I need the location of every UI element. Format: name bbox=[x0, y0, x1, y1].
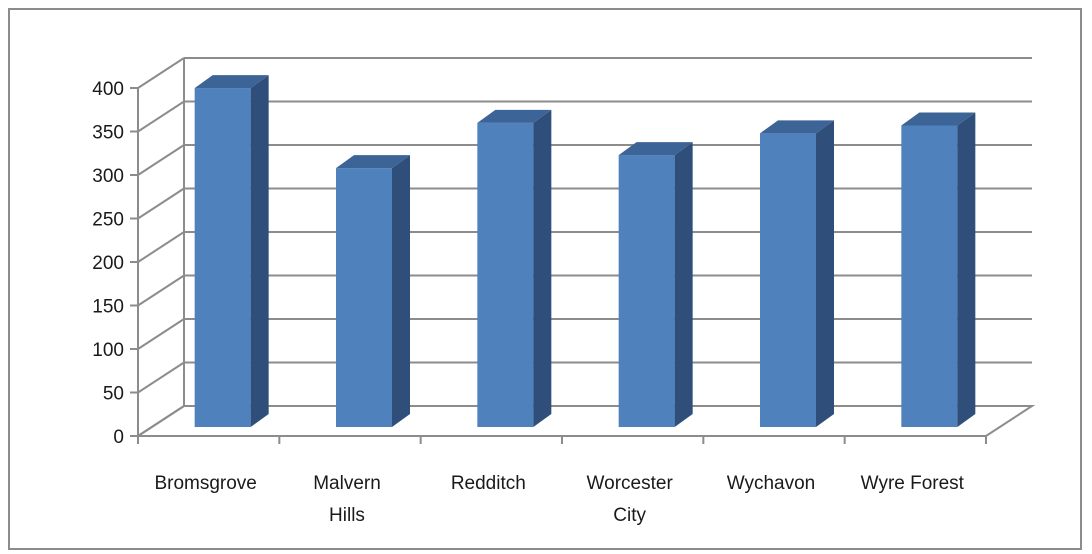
bar-side bbox=[533, 109, 552, 427]
bar-top bbox=[336, 155, 410, 169]
bar-top bbox=[901, 112, 976, 126]
x-tick-label-line: Redditch bbox=[451, 473, 526, 494]
gridline-diagonal bbox=[137, 100, 185, 133]
gridline-diagonal bbox=[137, 144, 185, 176]
bar-top bbox=[477, 109, 552, 123]
x-tick-label: Bromsgrove bbox=[154, 473, 256, 494]
y-tick-label: 150 bbox=[92, 297, 124, 318]
y-tick-label: 400 bbox=[92, 79, 124, 100]
gridline-diagonal bbox=[137, 57, 185, 89]
y-tick-label: 200 bbox=[92, 253, 124, 274]
x-tick-label-line: Wyre Forest bbox=[861, 473, 965, 494]
bar-top bbox=[760, 120, 834, 134]
bar-side bbox=[957, 112, 976, 427]
y-tick-label: 300 bbox=[92, 166, 124, 187]
bar-side bbox=[250, 75, 269, 427]
chart-floor bbox=[134, 405, 1036, 437]
bar bbox=[194, 88, 251, 427]
bar bbox=[760, 133, 816, 427]
bar-top bbox=[194, 75, 269, 89]
y-tick-label: 0 bbox=[113, 427, 124, 448]
gridline-diagonal bbox=[137, 231, 185, 263]
y-tick-label: 100 bbox=[92, 340, 124, 361]
gridline-diagonal bbox=[137, 274, 185, 307]
bar bbox=[336, 168, 392, 427]
x-tick-label: Worcester City bbox=[587, 473, 674, 526]
x-tick-label: Malvern Hills bbox=[313, 473, 381, 526]
x-tick-label: Wychavon bbox=[727, 473, 816, 494]
x-tick-label-line: City bbox=[613, 505, 646, 526]
x-tick-label-line: Malvern bbox=[313, 473, 381, 494]
y-tick-label: 50 bbox=[103, 384, 124, 405]
bar-top bbox=[618, 142, 693, 156]
x-tick-label: Wyre Forest bbox=[861, 473, 965, 494]
y-tick-label: 350 bbox=[92, 123, 124, 144]
y-tick-label: 250 bbox=[92, 210, 124, 231]
bar bbox=[901, 125, 958, 427]
gridline-diagonal bbox=[137, 187, 185, 220]
gridline-diagonal bbox=[137, 318, 185, 350]
x-tick-label-line: Bromsgrove bbox=[154, 473, 256, 494]
bar-side bbox=[816, 120, 834, 427]
bar-side bbox=[674, 142, 693, 427]
x-tick-label-line: Hills bbox=[329, 505, 365, 526]
x-tick-label-line: Worcester bbox=[587, 473, 674, 494]
x-tick-label-line: Wychavon bbox=[727, 473, 816, 494]
bar bbox=[618, 155, 675, 427]
bar-side bbox=[392, 155, 410, 427]
gridline-diagonal bbox=[137, 361, 185, 394]
bar bbox=[477, 122, 534, 427]
x-tick-label: Redditch bbox=[451, 473, 526, 494]
